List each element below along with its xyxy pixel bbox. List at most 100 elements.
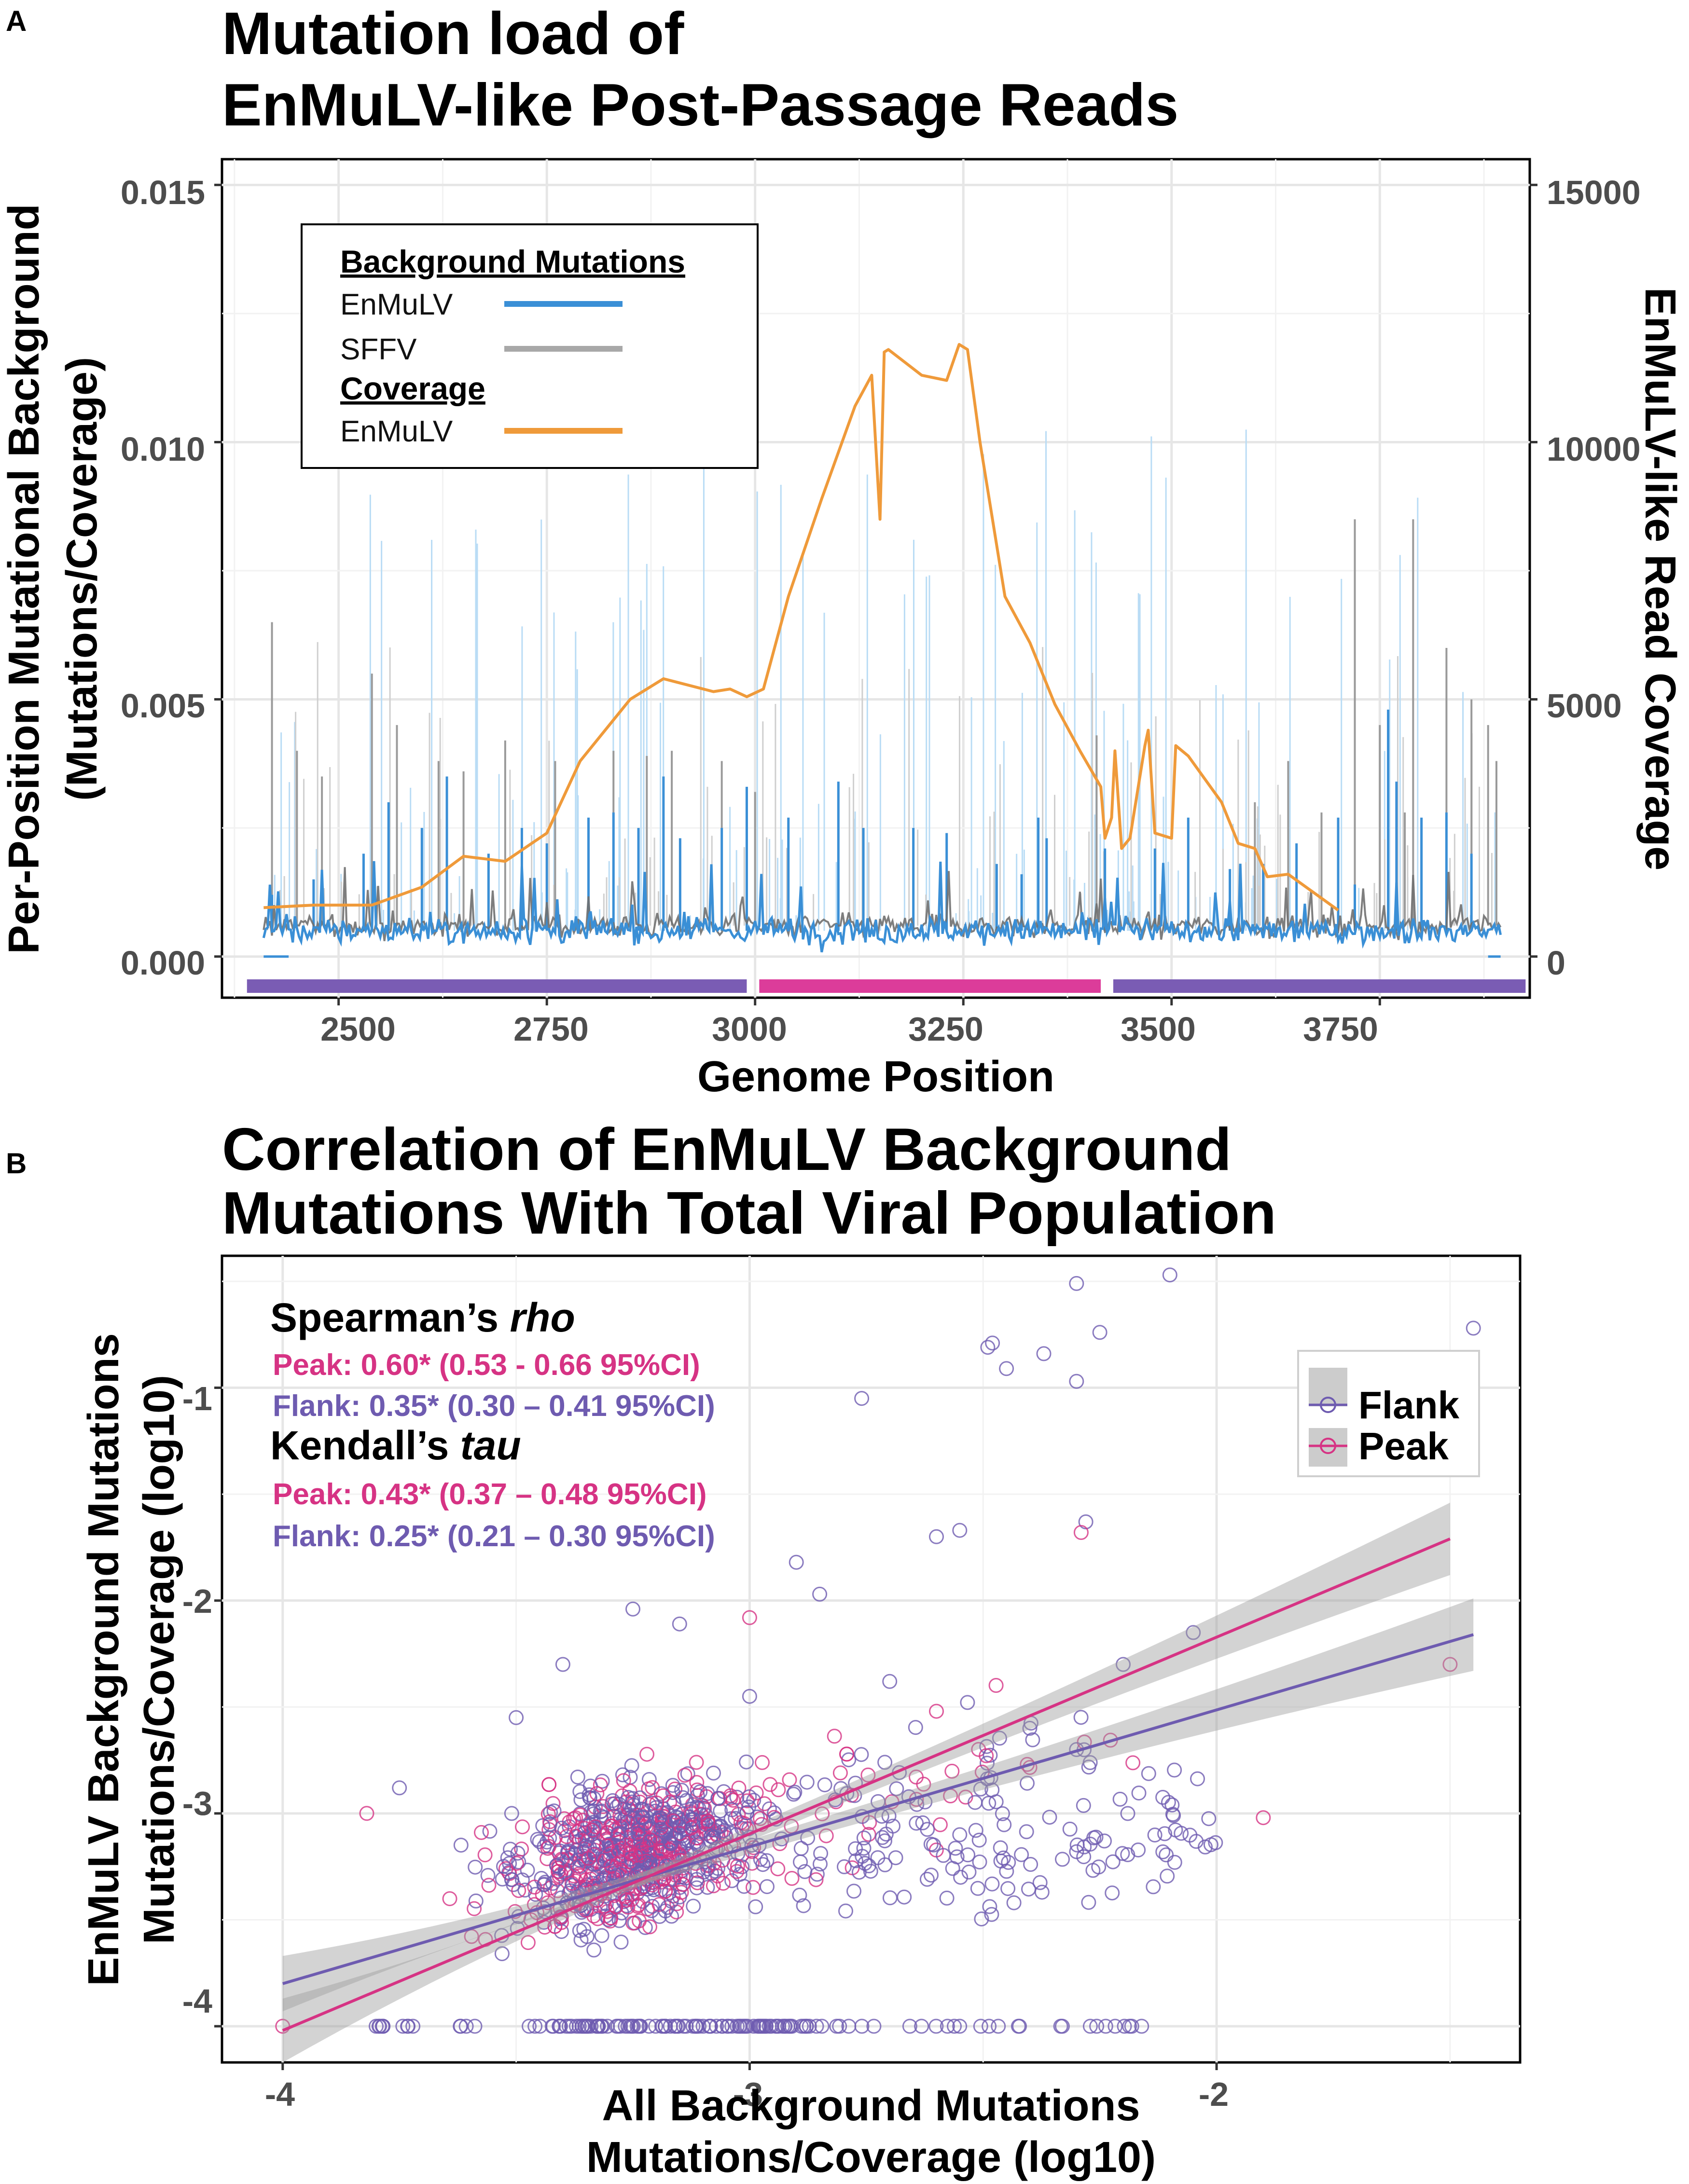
flank-point [453,1838,469,1853]
flank-point [792,1887,807,1903]
flank-point [1055,1852,1070,1867]
kendall-flank-stat: Flank: 0.25* (0.21 – 0.30 95%CI) [273,1520,715,1553]
flank-point [1115,1846,1130,1861]
flank-point [1155,1844,1171,1859]
flank-point [724,1873,740,1888]
flank-point [889,1781,904,1797]
flank-point [706,1830,721,1845]
flank-point [630,1826,646,1841]
flank-point [652,1909,667,1924]
peak-point [671,1847,687,1862]
flank-point [1120,1806,1135,1821]
flank-point [797,1864,813,1879]
flank-point [579,1882,595,1897]
peak-confidence-band [282,1502,1450,2062]
flank-point [991,2019,1006,2034]
a-y2-tick: 10000 [1547,430,1641,468]
peak-outlier-point [1256,1810,1271,1826]
flank-point [1042,1810,1057,1825]
flank-point [1174,1826,1189,1841]
panel-b-title-line1: Correlation of EnMuLV Background [222,1116,1232,1183]
legend-label-enmulv-coverage: EnMuLV [340,415,453,448]
flank-point [948,1841,963,1856]
flank-point [739,1805,755,1820]
flank-point [686,1898,701,1914]
flank-point [625,2019,641,2034]
flank-point [953,1869,969,1885]
flank-point [568,2019,584,2034]
flank-point [678,1870,693,1886]
peak-point [507,1904,523,1919]
peak-point [706,1878,721,1894]
a-y2-tick: 15000 [1547,174,1641,211]
peak-point [725,1793,741,1808]
legend-label-flank: Flank [1358,1384,1459,1427]
coverage-line [263,343,1339,912]
peak-point [474,1825,489,1840]
flank-point [724,1802,740,1817]
flank-point [877,1833,892,1849]
flank-point [729,1789,745,1805]
flank-outlier-point [509,1710,524,1725]
flank-point [692,1784,708,1799]
flank-outlier-point [854,1391,870,1406]
spearman-italic: rho [510,1295,575,1340]
flank-outlier-point [985,1335,1000,1351]
peak-point [689,1755,704,1770]
flank-point [886,1818,900,1834]
flank-point [759,1853,775,1868]
flank-point [458,2019,474,2034]
flank-point [817,1777,832,1793]
flank-point [1069,1844,1084,1859]
flank-point [514,1872,530,1888]
flank-point [552,2019,567,2034]
peak-point [568,1810,583,1826]
flank-point [601,1912,616,1927]
flank-point [787,1785,803,1800]
flank-point [760,1879,775,1895]
flank-point [960,1695,975,1710]
legend-key-bg-flank [1309,1368,1347,1406]
flank-point [494,1946,510,1962]
flank-point [620,1814,635,1830]
flank-outlier-point [999,1361,1014,1376]
flank-point [611,1913,627,1928]
flank-point [1108,2019,1123,2034]
flank-point [549,1858,565,1873]
peak-point [958,1789,973,1805]
peak-point [932,1817,948,1832]
flank-point [600,2019,615,2034]
flank-point [706,1765,721,1781]
flank-outlier-point [742,1689,757,1704]
peak-point [481,1878,497,1893]
flank-point [595,2019,610,2034]
flank-point [1053,2019,1068,2034]
b-x-tick: -4 [265,2075,295,2113]
flank-point [1082,1755,1098,1770]
flank-point [645,1899,660,1914]
b-x-tick: -3 [733,2075,763,2113]
flank-point [369,2019,384,2034]
flank-point [775,2019,790,2034]
a-x-tick: 3750 [1303,1010,1378,1048]
peak-point [515,1819,530,1835]
flank-point [689,1872,705,1887]
flank-point [995,1806,1010,1821]
flank-point [809,2019,824,2034]
peak-point [618,1837,634,1853]
panel-b-y-axis-title-line2: Mutations/Coverage (log10) [135,1375,183,1944]
panel-b-data-marks [275,1267,1481,2062]
peak-point [944,1763,960,1779]
flank-point [746,2019,761,2034]
peak-point [642,1832,658,1848]
flank-point [594,1928,609,1943]
flank-point [1006,1895,1022,1910]
flank-point [796,1898,811,1913]
flank-point [751,2019,766,2034]
peak-point [748,1785,764,1800]
peak-point [1125,1755,1141,1771]
flank-point [961,1864,977,1880]
flank-point [786,1786,801,1802]
peak-point [653,1843,668,1858]
flank-point [882,1890,898,1906]
